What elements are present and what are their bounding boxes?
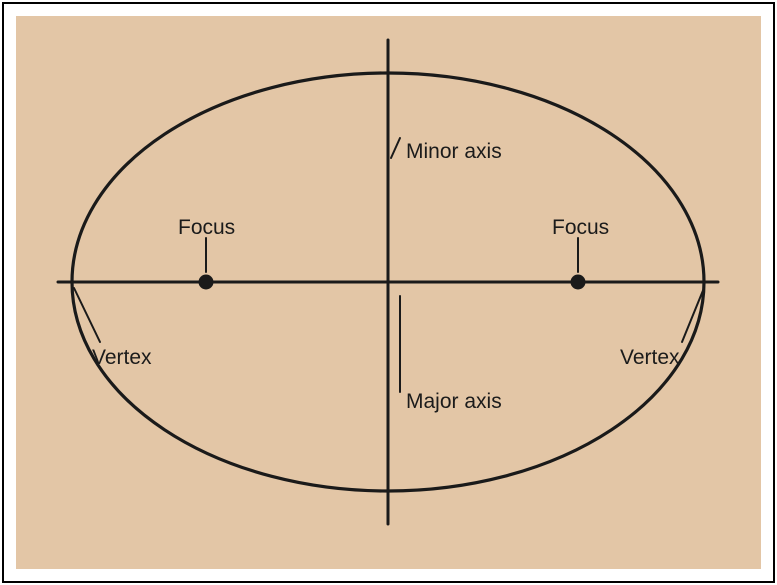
leader-vertex_left xyxy=(74,288,100,342)
leader-minor_axis xyxy=(391,138,400,158)
diagram-interior xyxy=(16,16,761,569)
focus-right-point xyxy=(571,275,586,290)
ellipse-diagram-svg xyxy=(0,0,777,585)
diagram-stage: Focus Focus Minor axis Major axis Vertex… xyxy=(0,0,777,585)
focus-left-point xyxy=(199,275,214,290)
